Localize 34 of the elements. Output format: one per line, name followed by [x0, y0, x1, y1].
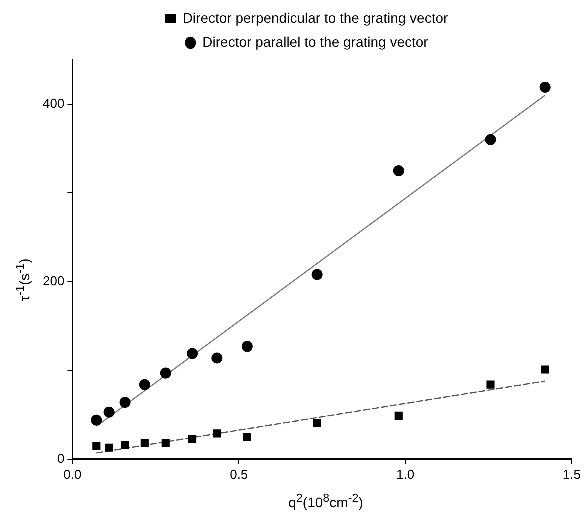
- legend-label: Director perpendicular to the grating vector: [182, 10, 449, 26]
- point: [92, 442, 101, 450]
- legend-label: Director parallel to the grating vector: [202, 34, 429, 50]
- y-tick-label: 200: [42, 273, 65, 288]
- point: [485, 134, 496, 146]
- point: [541, 366, 550, 374]
- point: [140, 439, 149, 448]
- point: [104, 406, 115, 418]
- point: [312, 269, 323, 280]
- x-tick-label: 1.5: [562, 466, 582, 482]
- point: [243, 433, 252, 442]
- point: [139, 379, 150, 390]
- point: [212, 352, 223, 364]
- x-axis-title: q$^{2}$(10$^{8}$cm$^{-2}$): [288, 492, 364, 511]
- point: [313, 418, 322, 428]
- point: [188, 434, 197, 444]
- point: [121, 441, 130, 450]
- point: [187, 348, 198, 360]
- x-tick-label: 1.0: [396, 466, 415, 482]
- x-tick-label: 0.0: [64, 466, 82, 482]
- y-tick-label: 0: [57, 450, 65, 466]
- point: [540, 82, 551, 94]
- y-tick-label: 400: [42, 96, 65, 111]
- point: [160, 368, 172, 379]
- point: [394, 412, 403, 420]
- point: [120, 397, 131, 408]
- point: [162, 439, 170, 448]
- point: [486, 380, 495, 389]
- point: [393, 165, 404, 176]
- point: [91, 414, 102, 426]
- point: [213, 430, 222, 438]
- point: [242, 341, 253, 352]
- x-tick-label: 0.5: [230, 466, 248, 482]
- point: [105, 444, 114, 452]
